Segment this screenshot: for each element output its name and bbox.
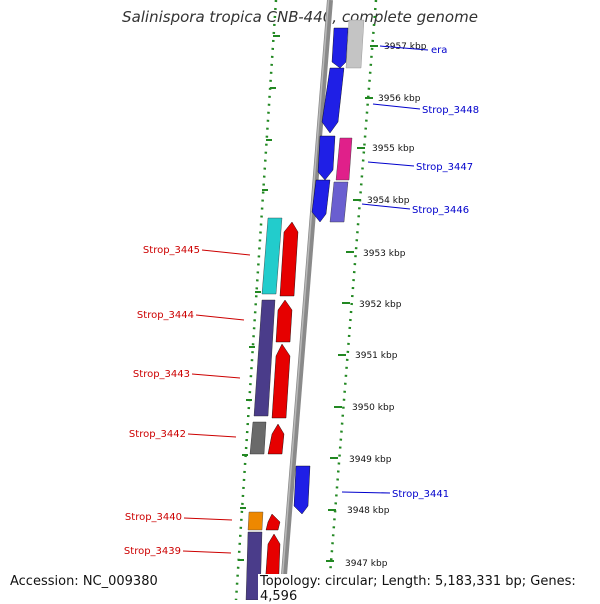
gene-label-strop-3440[interactable]: Strop_3440 [125, 512, 182, 523]
gene-strop-3442[interactable] [249, 421, 267, 455]
topology-text: Topology: circular; Length: 5,183,331 bp… [258, 574, 600, 604]
tick-label: 3957 kbp [384, 42, 427, 52]
map-title: Salinispora tropica CNB-440, complete ge… [122, 8, 478, 26]
gene-era[interactable] [331, 27, 349, 69]
gene-strop-3447-blue[interactable] [317, 135, 336, 181]
tick-label: 3956 kbp [378, 94, 421, 104]
gene-label-strop-3442[interactable]: Strop_3442 [129, 429, 186, 440]
gene-strop-3444[interactable] [253, 299, 276, 417]
gene-strop-3441[interactable] [293, 465, 311, 515]
tick-label: 3951 kbp [355, 351, 398, 361]
tick-label: 3955 kbp [372, 144, 415, 154]
gene-label-era[interactable]: era [431, 45, 447, 56]
gene-strop-3442-red[interactable] [267, 423, 285, 455]
gene-label-strop-3447[interactable]: Strop_3447 [416, 162, 473, 173]
gene-label-strop-3444[interactable]: Strop_3444 [137, 310, 194, 321]
tick-label: 3950 kbp [352, 403, 395, 413]
reverse-strand-genes [245, 217, 299, 600]
genome-backbone [279, 0, 333, 600]
inner-ring-ticks [238, 35, 280, 561]
gene-strop-3447[interactable] [335, 137, 353, 181]
gene-labels-right [341, 45, 429, 494]
tick-label: 3949 kbp [349, 455, 392, 465]
forward-strand-genes [293, 19, 365, 515]
accession-text: Accession: NC_009380 [8, 574, 160, 589]
gene-strop-3446[interactable] [329, 181, 349, 223]
tick-label: 3948 kbp [347, 506, 390, 516]
gene-label-strop-3445[interactable]: Strop_3445 [143, 245, 200, 256]
tick-label: 3953 kbp [363, 249, 406, 259]
tick-label: 3954 kbp [367, 196, 410, 206]
kbp-scale: 3957 kbp 3956 kbp 3955 kbp 3954 kbp 3953… [326, 42, 427, 569]
gene-strop-3445[interactable] [261, 217, 283, 295]
gene-strop-3444-red[interactable] [275, 299, 293, 343]
gene-label-strop-3441[interactable]: Strop_3441 [392, 489, 449, 500]
gene-strop-3443[interactable] [271, 343, 291, 419]
tick-label: 3952 kbp [359, 300, 402, 310]
gene-labels-left [182, 249, 251, 554]
gene-strop-3446-blue[interactable] [311, 179, 331, 223]
gene-era-partner[interactable] [345, 19, 365, 69]
gene-label-strop-3439[interactable]: Strop_3439 [124, 546, 181, 557]
gene-strop-3440[interactable] [247, 511, 264, 531]
gene-label-strop-3443[interactable]: Strop_3443 [133, 369, 190, 380]
gene-strop-3445-red[interactable] [279, 221, 299, 297]
gene-strop-3440-red[interactable] [265, 513, 281, 531]
gene-label-strop-3446[interactable]: Strop_3446 [412, 205, 469, 216]
gene-label-strop-3448[interactable]: Strop_3448 [422, 105, 479, 116]
tick-label: 3947 kbp [345, 559, 388, 569]
gene-strop-3448[interactable] [321, 67, 345, 134]
